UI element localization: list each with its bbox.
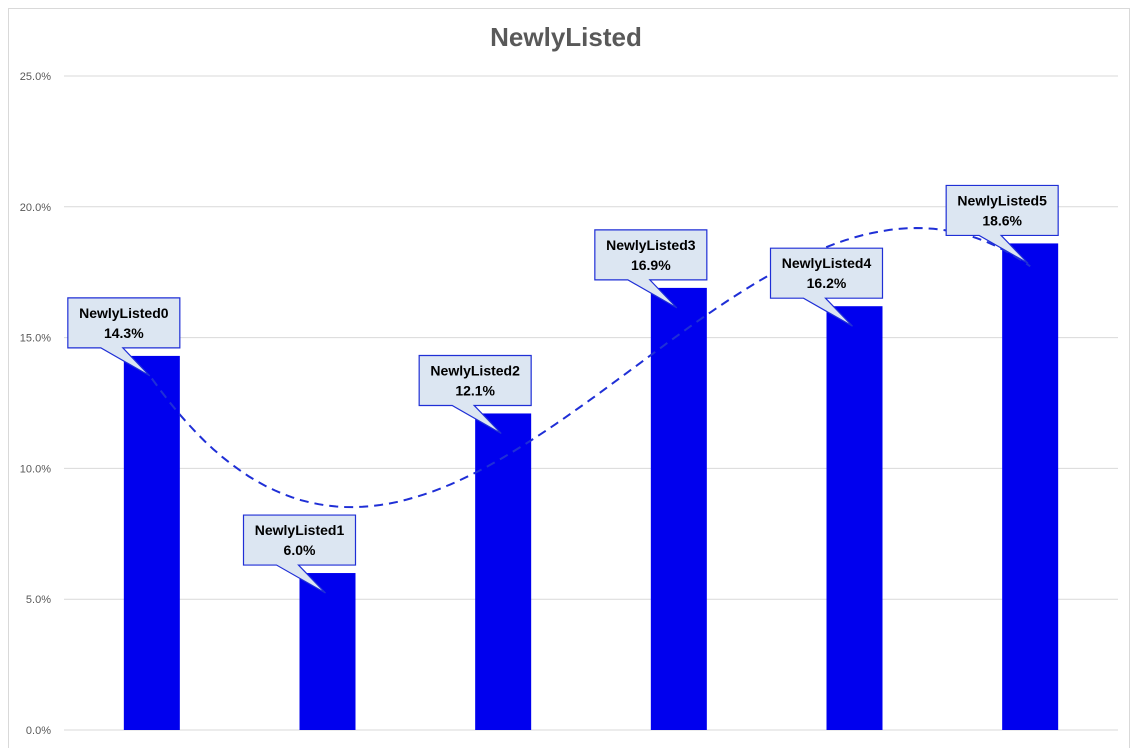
data-labels: NewlyListed014.3%NewlyListed16.0%NewlyLi… [67, 184, 1059, 594]
bar-NewlyListed1[interactable] [299, 573, 356, 730]
callout-category: NewlyListed2 [430, 362, 520, 378]
data-label-NewlyListed2: NewlyListed2 12.1% [418, 354, 532, 434]
callout-value: 6.0% [284, 542, 316, 558]
bar-NewlyListed5[interactable] [1002, 243, 1059, 730]
data-label-NewlyListed3: NewlyListed3 16.9% [594, 229, 708, 309]
callout-value: 18.6% [982, 212, 1022, 228]
callout-category: NewlyListed3 [606, 237, 696, 253]
y-tick-label: 10.0% [20, 463, 51, 475]
callout-shape [945, 184, 1059, 264]
trendline-path [150, 226, 1031, 509]
callout-shape [67, 297, 181, 377]
y-tick-label: 25.0% [20, 71, 51, 83]
data-label-NewlyListed1: NewlyListed1 6.0% [242, 514, 357, 594]
y-tick-label: 15.0% [20, 333, 51, 345]
callout-category: NewlyListed0 [79, 305, 169, 321]
chart-title: NewlyListed [490, 22, 642, 52]
callout-value: 12.1% [455, 382, 495, 398]
bar-NewlyListed0[interactable] [123, 355, 180, 730]
trendline [150, 226, 1031, 509]
callout-value: 16.9% [631, 257, 671, 273]
callout-category: NewlyListed4 [782, 255, 872, 271]
y-tick-label: 20.0% [20, 202, 51, 214]
y-tick-label: 5.0% [26, 594, 51, 606]
callout-value: 14.3% [104, 325, 144, 341]
callout-shape [769, 247, 884, 327]
data-label-NewlyListed4: NewlyListed4 16.2% [769, 247, 884, 327]
bar-NewlyListed4[interactable] [826, 306, 883, 730]
bar-NewlyListed3[interactable] [650, 287, 707, 730]
bar-NewlyListed2[interactable] [475, 413, 532, 730]
callout-value: 16.2% [807, 275, 847, 291]
y-tick-label: 0.0% [26, 725, 51, 737]
chart-frame [8, 8, 1130, 748]
data-label-NewlyListed5: NewlyListed5 18.6% [945, 184, 1059, 264]
callout-shape [594, 229, 708, 309]
callout-shape [418, 354, 532, 434]
callout-category: NewlyListed5 [957, 192, 1047, 208]
gridlines [64, 75, 1118, 731]
callout-shape [242, 514, 357, 594]
bars [123, 243, 1059, 730]
y-axis-ticks: 0.0% 5.0% 10.0% 15.0% 20.0% 25.0% [20, 71, 51, 737]
data-label-NewlyListed0: NewlyListed0 14.3% [67, 297, 181, 377]
callout-category: NewlyListed1 [255, 522, 345, 538]
